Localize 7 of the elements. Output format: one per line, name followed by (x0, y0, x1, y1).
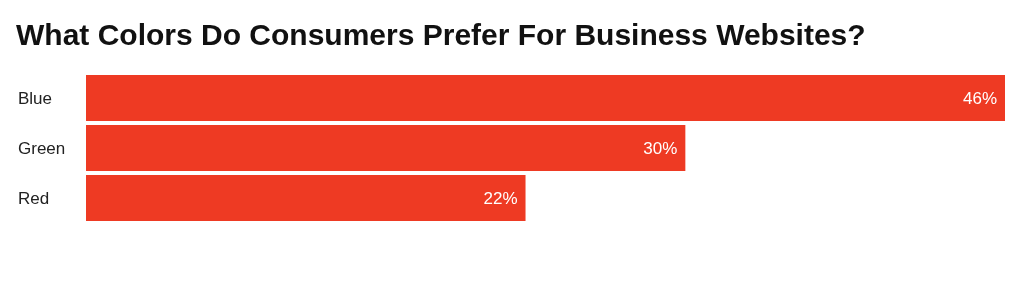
y-tick-label: Red (18, 188, 50, 208)
data-label: 46% (962, 88, 997, 108)
y-tick-label: Green (18, 138, 66, 158)
y-tick-label: Blue (18, 88, 53, 108)
data-label: 22% (483, 188, 518, 208)
data-label: 30% (643, 138, 678, 158)
chart-title: What Colors Do Consumers Prefer For Business Websites? (16, 18, 866, 51)
